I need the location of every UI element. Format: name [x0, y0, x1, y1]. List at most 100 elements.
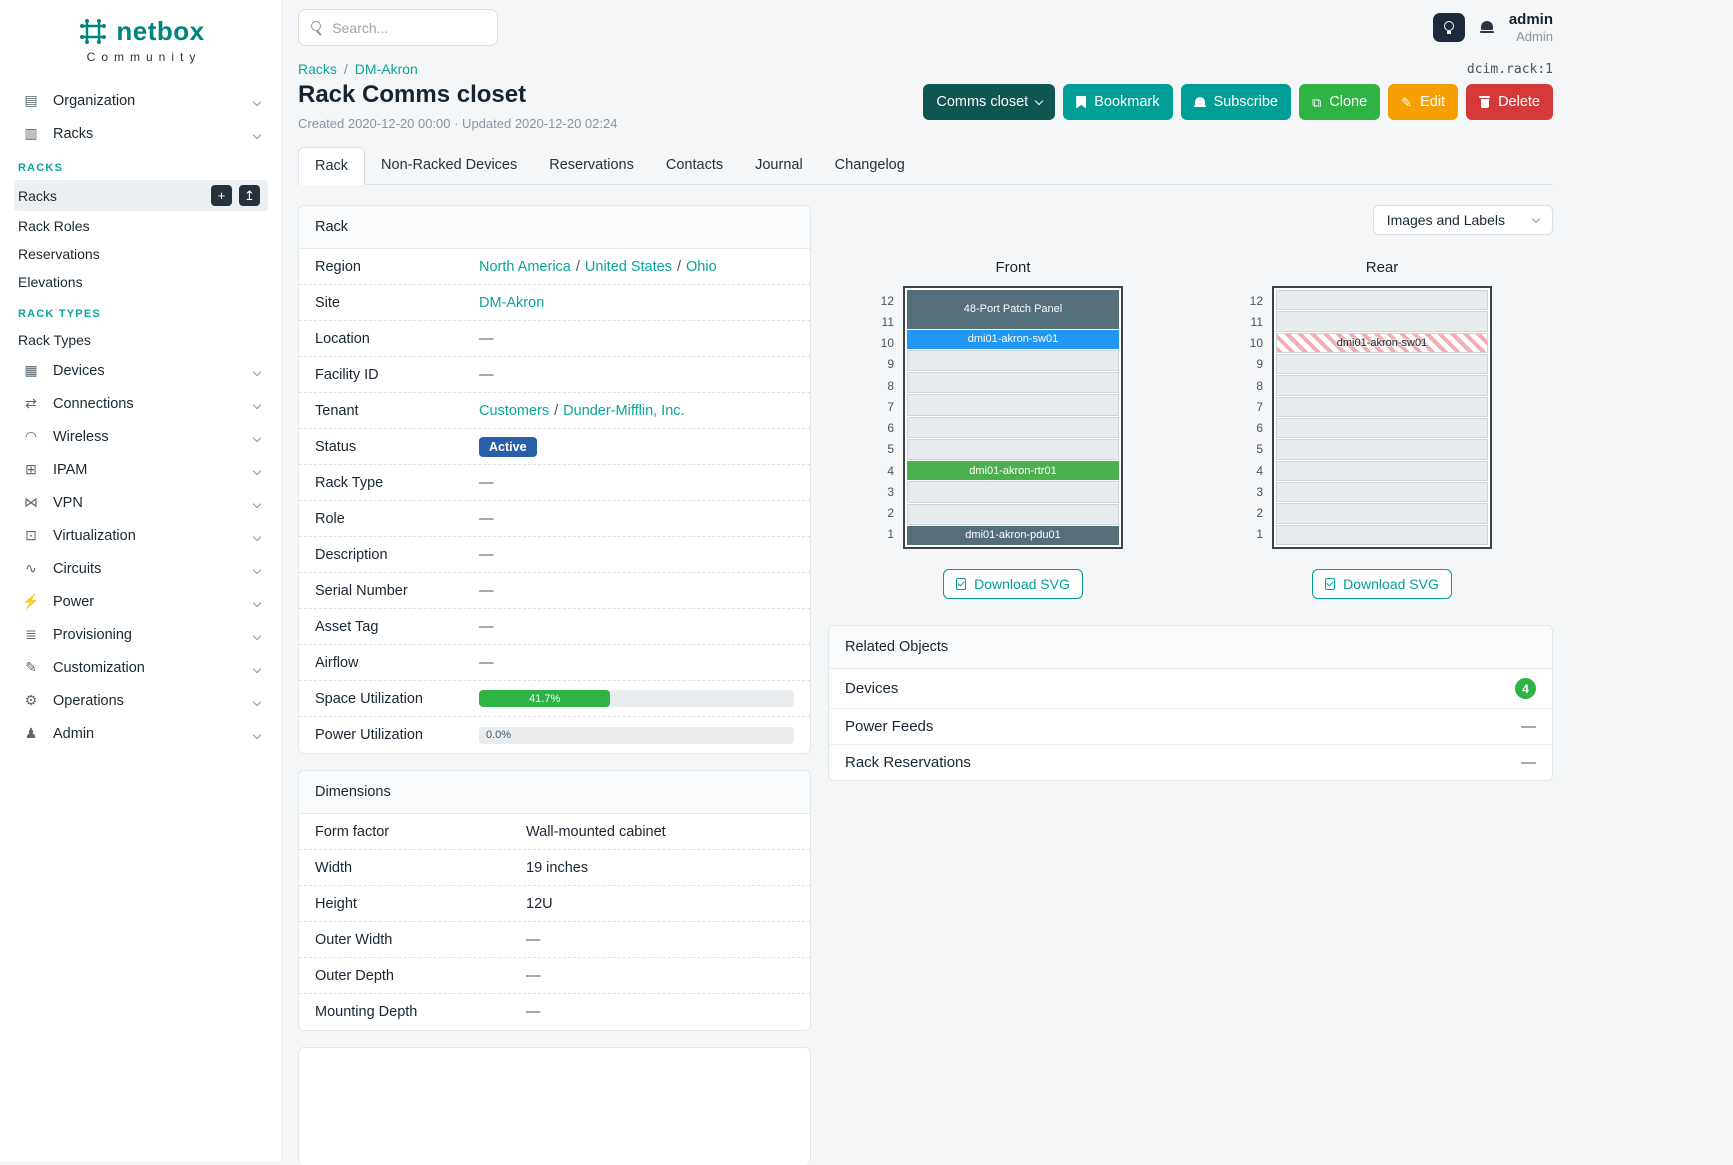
- bookmark-button[interactable]: Bookmark: [1063, 84, 1173, 120]
- logo-block[interactable]: netbox Community: [0, 0, 282, 72]
- rack-unit-empty[interactable]: [907, 438, 1119, 460]
- sidebar-item-power[interactable]: ⚡ Power: [14, 585, 268, 618]
- sidebar-item-circuits[interactable]: ∿ Circuits: [14, 552, 268, 585]
- sidebar-item-label: Connections: [53, 395, 134, 412]
- sidebar-item-racks[interactable]: Racks + ↥: [14, 180, 268, 211]
- rack-unit-empty[interactable]: [907, 349, 1119, 371]
- rack-unit-empty[interactable]: [907, 372, 1119, 394]
- rack-unit-empty[interactable]: [907, 394, 1119, 416]
- region-link[interactable]: North America: [479, 258, 571, 275]
- tab-journal[interactable]: Journal: [755, 157, 803, 173]
- rack-unit-empty[interactable]: [1276, 503, 1488, 524]
- rack-unit-empty[interactable]: [1276, 353, 1488, 375]
- sidebar-item-racks-group[interactable]: ▥ Racks: [14, 117, 268, 150]
- region-link[interactable]: Ohio: [686, 258, 717, 275]
- sidebar-item-rack-roles[interactable]: Rack Roles: [14, 212, 268, 239]
- tab-changelog[interactable]: Changelog: [834, 157, 905, 173]
- sidebar-item-label: Power: [53, 593, 95, 610]
- rack-unit-empty[interactable]: [907, 416, 1119, 438]
- front-elevation-title: Front: [995, 259, 1031, 276]
- sidebar-item-label: Wireless: [53, 428, 109, 445]
- breadcrumb-site-link[interactable]: DM-Akron: [354, 61, 418, 77]
- rack-unit-empty[interactable]: [1276, 375, 1488, 396]
- rack-unit-empty[interactable]: [1276, 439, 1488, 460]
- sidebar-item-customization[interactable]: ✎ Customization: [14, 651, 268, 684]
- chevron-down-icon: [252, 363, 262, 379]
- rack-unit-empty[interactable]: [907, 503, 1119, 525]
- pencil-icon: ✎: [1401, 94, 1413, 110]
- rear-elevation-title: Rear: [1365, 259, 1399, 276]
- sidebar-item-connections[interactable]: ⇄ Connections: [14, 387, 268, 420]
- rack-unit-device[interactable]: dmi01-akron-sw01: [907, 329, 1119, 349]
- user-menu[interactable]: admin Admin: [1509, 11, 1553, 45]
- rack-unit-empty[interactable]: [907, 481, 1119, 503]
- search-box[interactable]: [298, 9, 498, 46]
- download-svg-front-button[interactable]: Download SVG: [943, 569, 1083, 599]
- add-rack-button[interactable]: +: [211, 185, 232, 206]
- clone-button[interactable]: ⧉ Clone: [1298, 84, 1381, 120]
- chevron-down-icon: [252, 528, 262, 544]
- theme-toggle-button[interactable]: [1432, 13, 1465, 42]
- left-column: Rack Region North America / United State…: [298, 205, 811, 1165]
- rack-unit-empty[interactable]: [1276, 524, 1488, 545]
- attr-row-rack-type: Rack Type —: [299, 465, 810, 501]
- tenant-group-link[interactable]: Customers: [479, 402, 550, 419]
- vpn-icon: ⋈: [24, 494, 38, 510]
- subscribe-button[interactable]: Subscribe: [1180, 84, 1291, 120]
- operations-icon: ⚙: [24, 692, 38, 708]
- lightbulb-icon: [1443, 21, 1454, 34]
- images-labels-select[interactable]: Images and Labels: [1372, 205, 1553, 235]
- rack-unit-empty[interactable]: [1276, 290, 1488, 311]
- related-row-rack-reservations[interactable]: Rack Reservations —: [829, 744, 1552, 780]
- sidebar-item-label: Admin: [53, 725, 95, 742]
- import-racks-button[interactable]: ↥: [239, 185, 260, 206]
- rack-unit-empty[interactable]: [1276, 396, 1488, 417]
- sidebar-item-organization[interactable]: ▤ Organization: [14, 84, 268, 117]
- tab-rack[interactable]: Rack: [298, 147, 366, 185]
- sidebar-item-elevations[interactable]: Elevations: [14, 268, 268, 295]
- edit-button[interactable]: ✎ Edit: [1388, 84, 1459, 120]
- tab-contacts[interactable]: Contacts: [665, 157, 724, 173]
- sidebar-item-devices[interactable]: ▦ Devices: [14, 354, 268, 387]
- sidebar-item-wireless[interactable]: ◠ Wireless: [14, 420, 268, 453]
- sidebar-item-operations[interactable]: ⚙ Operations: [14, 684, 268, 717]
- front-unit-numbers: 12 11 10 9 8 7 6 5 4 3 2: [880, 293, 894, 542]
- sidebar-item-reservations[interactable]: Reservations: [14, 240, 268, 267]
- attr-row-power-utilization: Power Utilization 0.0%: [299, 717, 810, 753]
- delete-button[interactable]: Delete: [1466, 84, 1553, 120]
- related-row-devices[interactable]: Devices 4: [829, 669, 1552, 708]
- rack-unit-empty[interactable]: [1276, 481, 1488, 503]
- rack-unit-empty[interactable]: [1276, 311, 1488, 332]
- rack-unit-device[interactable]: dmi01-akron-pdu01: [907, 525, 1119, 545]
- right-column: Images and Labels Front 12 11 10: [828, 205, 1553, 781]
- attr-row-height: Height 12U: [299, 886, 810, 922]
- sidebar-item-virtualization[interactable]: ⊡ Virtualization: [14, 519, 268, 552]
- sidebar-item-vpn[interactable]: ⋈ VPN: [14, 486, 268, 519]
- context-dropdown-button[interactable]: Comms closet: [923, 84, 1056, 120]
- region-link[interactable]: United States: [584, 258, 672, 275]
- related-row-power-feeds[interactable]: Power Feeds —: [829, 708, 1552, 744]
- dimensions-panel-title: Dimensions: [299, 771, 810, 814]
- download-svg-rear-button[interactable]: Download SVG: [1312, 569, 1452, 599]
- file-download-icon: [1325, 578, 1336, 590]
- sidebar-item-rack-types[interactable]: Rack Types: [14, 326, 268, 353]
- search-input[interactable]: [332, 19, 485, 36]
- rack-unit-empty[interactable]: [1276, 417, 1488, 439]
- tenant-link[interactable]: Dunder-Mifflin, Inc.: [563, 402, 685, 419]
- rack-unit-device-rear[interactable]: dmi01-akron-sw01: [1276, 332, 1488, 353]
- chevron-down-icon: [252, 462, 262, 478]
- sidebar-item-label: Virtualization: [53, 527, 136, 544]
- tab-reservations[interactable]: Reservations: [549, 157, 634, 173]
- wireless-icon: ◠: [24, 428, 38, 444]
- site-link[interactable]: DM-Akron: [479, 294, 545, 311]
- breadcrumb-racks-link[interactable]: Racks: [298, 61, 337, 77]
- sidebar-item-provisioning[interactable]: ≣ Provisioning: [14, 618, 268, 651]
- rack-unit-device[interactable]: 48-Port Patch Panel: [907, 290, 1119, 329]
- rack-unit-empty[interactable]: [1276, 460, 1488, 481]
- chevron-down-icon: [252, 726, 262, 742]
- tab-non-racked-devices[interactable]: Non-Racked Devices: [381, 157, 518, 173]
- rack-unit-device[interactable]: dmi01-akron-rtr01: [907, 461, 1119, 481]
- notifications-bell-icon[interactable]: [1479, 21, 1494, 34]
- sidebar-item-admin[interactable]: ♟ Admin: [14, 717, 268, 750]
- sidebar-item-ipam[interactable]: ⊞ IPAM: [14, 453, 268, 486]
